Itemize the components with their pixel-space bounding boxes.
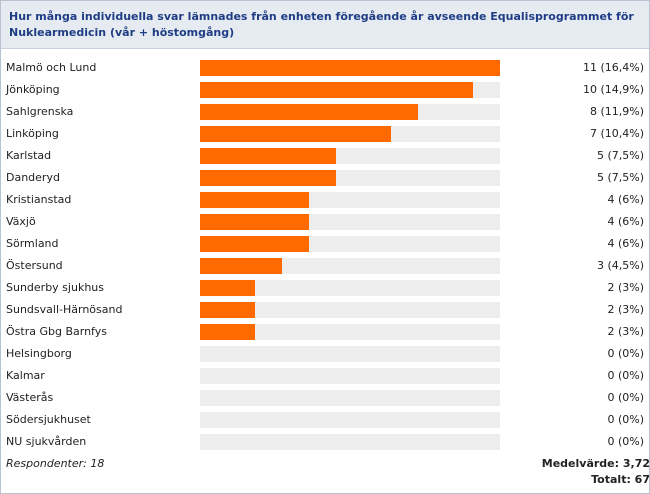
category-label: Östra Gbg Barnfys <box>6 325 107 338</box>
bar-row: Västerås 0 (0%) <box>0 387 650 409</box>
bar-track <box>200 236 500 252</box>
bar-row: Östra Gbg Barnfys 2 (3%) <box>0 321 650 343</box>
bar <box>200 192 309 208</box>
respondents-count: Respondenter: 18 <box>6 457 105 470</box>
bar-row: Sörmland 4 (6%) <box>0 233 650 255</box>
category-label: Östersund <box>6 259 63 272</box>
bar <box>200 60 500 76</box>
bar-row: Kristianstad 4 (6%) <box>0 189 650 211</box>
category-label: Danderyd <box>6 171 60 184</box>
bar <box>200 324 255 340</box>
total-value: Totalt: 67 <box>591 473 650 486</box>
category-label: Helsingborg <box>6 347 72 360</box>
bar <box>200 258 282 274</box>
bar-track <box>200 148 500 164</box>
mean-value: Medelvärde: 3,72 <box>541 457 650 470</box>
category-label: Linköping <box>6 127 59 140</box>
bar <box>200 170 336 186</box>
bar-track <box>200 434 500 450</box>
category-label: Sunderby sjukhus <box>6 281 104 294</box>
bar-track <box>200 82 500 98</box>
category-label: Jönköping <box>6 83 60 96</box>
bar-track <box>200 390 500 406</box>
category-label: Karlstad <box>6 149 52 162</box>
bar <box>200 82 473 98</box>
bar-row: Danderyd 5 (7,5%) <box>0 167 650 189</box>
category-label: Kalmar <box>6 369 45 382</box>
bar <box>200 236 309 252</box>
value-label: 0 (0%) <box>607 391 644 404</box>
bar-row: Växjö 4 (6%) <box>0 211 650 233</box>
bar-row: Södersjukhuset 0 (0%) <box>0 409 650 431</box>
value-label: 4 (6%) <box>607 215 644 228</box>
bar-row: Linköping 7 (10,4%) <box>0 123 650 145</box>
bar <box>200 214 309 230</box>
value-label: 0 (0%) <box>607 369 644 382</box>
value-label: 2 (3%) <box>607 281 644 294</box>
bar-track <box>200 368 500 384</box>
bar-track <box>200 60 500 76</box>
category-label: Kristianstad <box>6 193 72 206</box>
bar-track <box>200 258 500 274</box>
bar-track <box>200 412 500 428</box>
bar <box>200 148 336 164</box>
value-label: 4 (6%) <box>607 193 644 206</box>
value-label: 7 (10,4%) <box>589 127 644 140</box>
summary-stats: Medelvärde: 3,72 Totalt: 67 <box>542 456 650 488</box>
bar-track <box>200 280 500 296</box>
bar <box>200 280 255 296</box>
value-label: 11 (16,4%) <box>582 61 644 74</box>
value-label: 4 (6%) <box>607 237 644 250</box>
question-title: Hur många individuella svar lämnades frå… <box>9 10 634 39</box>
bar-row: NU sjukvården 0 (0%) <box>0 431 650 453</box>
value-label: 5 (7,5%) <box>596 171 644 184</box>
category-label: Växjö <box>6 215 36 228</box>
bar-row: Jönköping 10 (14,9%) <box>0 79 650 101</box>
bar-row: Kalmar 0 (0%) <box>0 365 650 387</box>
category-label: Sundsvall-Härnösand <box>6 303 123 316</box>
bar-row: Malmö och Lund 11 (16,4%) <box>0 57 650 79</box>
bar-track <box>200 170 500 186</box>
value-label: 8 (11,9%) <box>589 105 644 118</box>
value-label: 0 (0%) <box>607 347 644 360</box>
category-label: NU sjukvården <box>6 435 87 448</box>
value-label: 3 (4,5%) <box>596 259 644 272</box>
bar-row: Karlstad 5 (7,5%) <box>0 145 650 167</box>
value-label: 10 (14,9%) <box>582 83 644 96</box>
bar-row: Sundsvall-Härnösand 2 (3%) <box>0 299 650 321</box>
bar <box>200 104 418 120</box>
bar-track <box>200 214 500 230</box>
value-label: 0 (0%) <box>607 435 644 448</box>
value-label: 0 (0%) <box>607 413 644 426</box>
bar-row: Östersund 3 (4,5%) <box>0 255 650 277</box>
bar-track <box>200 302 500 318</box>
bar-row: Helsingborg 0 (0%) <box>0 343 650 365</box>
bar-row: Sunderby sjukhus 2 (3%) <box>0 277 650 299</box>
question-header: Hur många individuella svar lämnades frå… <box>1 1 649 49</box>
bar <box>200 126 391 142</box>
category-label: Sörmland <box>6 237 59 250</box>
bar-row: Sahlgrenska 8 (11,9%) <box>0 101 650 123</box>
category-label: Malmö och Lund <box>6 61 97 74</box>
bar-track <box>200 104 500 120</box>
category-label: Sahlgrenska <box>6 105 74 118</box>
value-label: 2 (3%) <box>607 325 644 338</box>
bar-track <box>200 346 500 362</box>
value-label: 2 (3%) <box>607 303 644 316</box>
bar-track <box>200 192 500 208</box>
category-label: Södersjukhuset <box>6 413 91 426</box>
bar-track <box>200 126 500 142</box>
bar <box>200 302 255 318</box>
value-label: 5 (7,5%) <box>596 149 644 162</box>
category-label: Västerås <box>6 391 54 404</box>
bar-track <box>200 324 500 340</box>
